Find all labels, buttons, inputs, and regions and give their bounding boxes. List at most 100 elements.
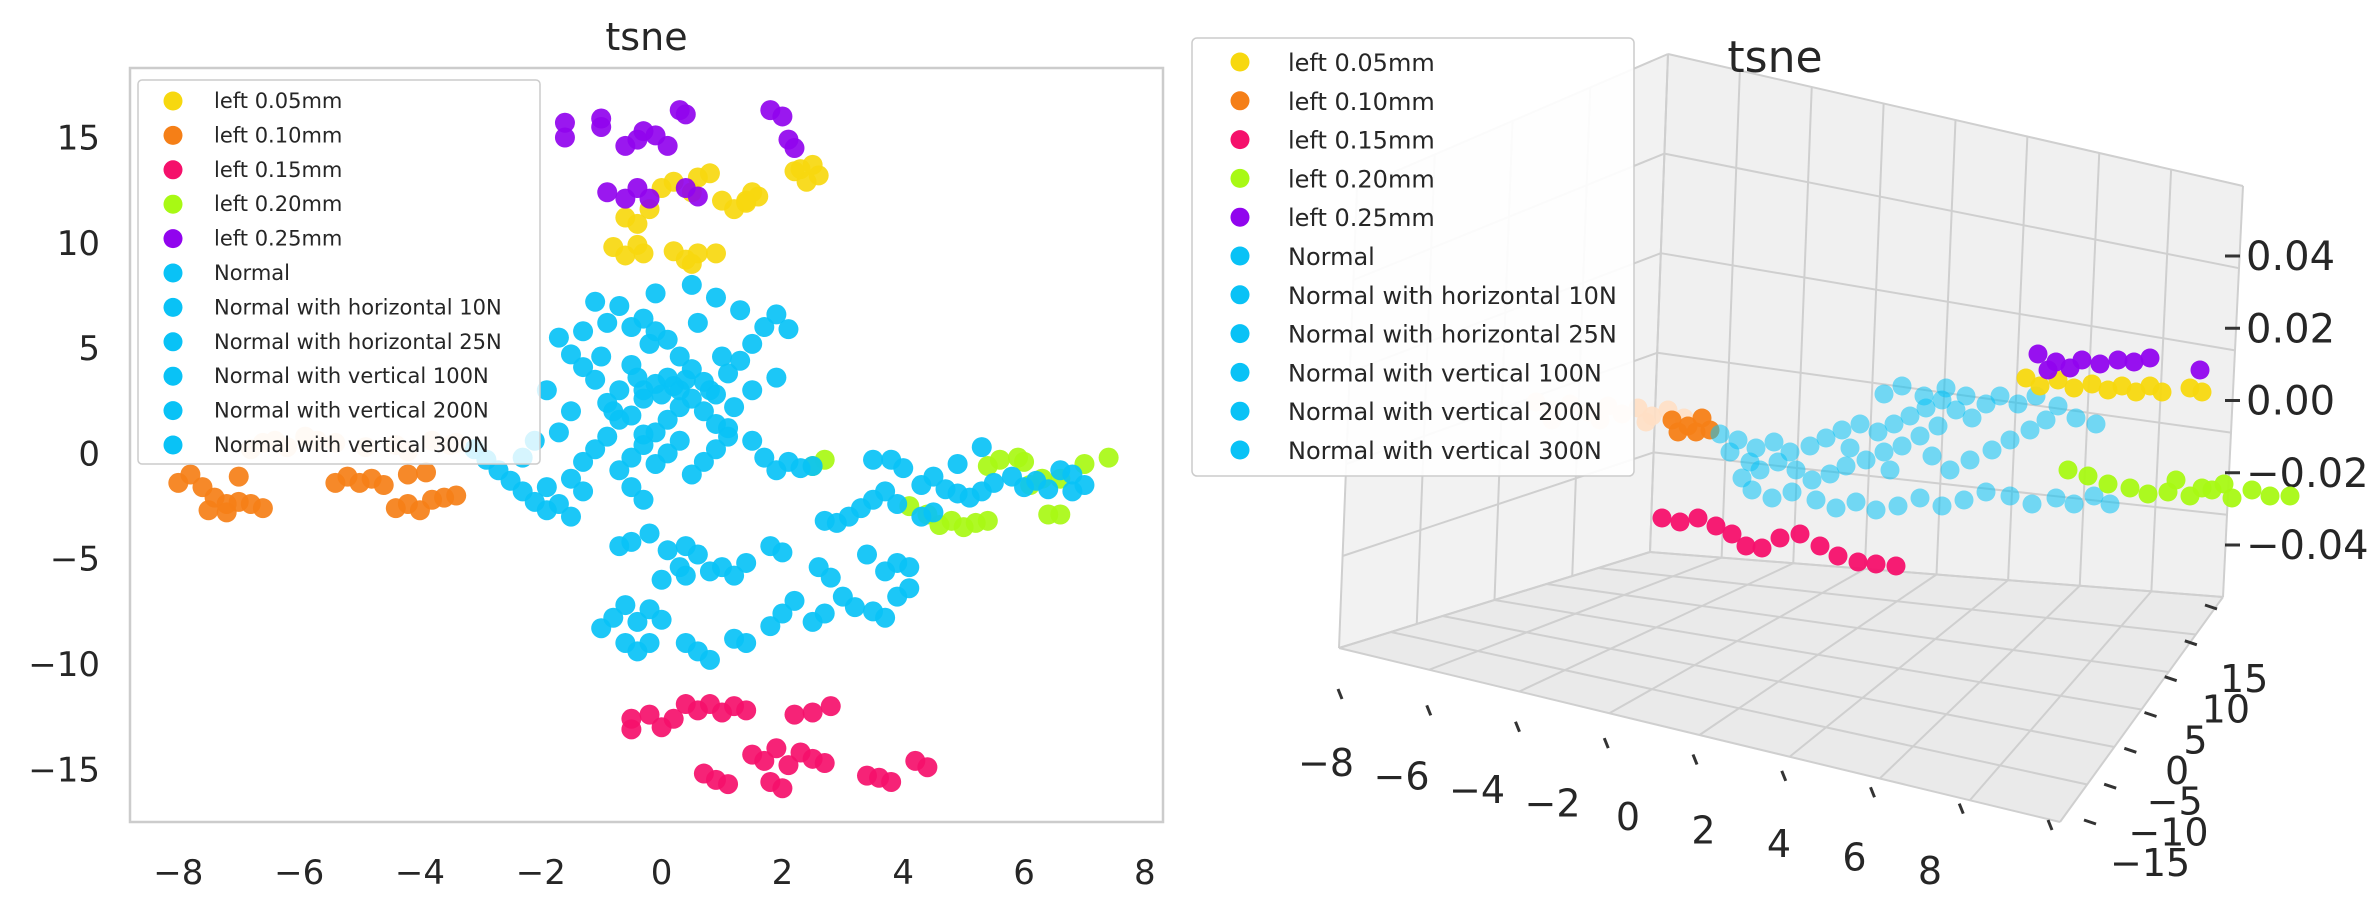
- data-point: [766, 304, 787, 325]
- data-point: [2222, 488, 2242, 508]
- data-point: [699, 163, 720, 184]
- grid-line: [1442, 615, 2115, 748]
- grid-line: [1660, 252, 2236, 352]
- data-point: [1840, 438, 1860, 458]
- data-point: [856, 544, 877, 565]
- data-point: [772, 106, 793, 127]
- data-point: [875, 607, 896, 628]
- legend-label: Normal with horizontal 10N: [1288, 282, 1617, 310]
- data-point: [1038, 479, 1059, 500]
- data-point: [2072, 350, 2092, 370]
- data-point: [754, 750, 775, 771]
- data-point: [2280, 486, 2300, 506]
- data-point: [899, 578, 920, 599]
- legend-label: left 0.20mm: [214, 192, 342, 216]
- data-point: [657, 409, 678, 430]
- y-tick: [2144, 711, 2157, 718]
- data-point: [730, 300, 751, 321]
- data-point: [609, 380, 630, 401]
- grid-line: [2078, 152, 2101, 586]
- y-tick-label: 5: [78, 329, 100, 369]
- legend: left 0.05mm left 0.10mm left 0.15mm left 0.…: [137, 79, 541, 465]
- series-points: [621, 694, 938, 799]
- data-point: [585, 369, 606, 390]
- data-point: [621, 477, 642, 498]
- data-point: [1886, 556, 1906, 576]
- data-point: [1910, 488, 1930, 508]
- data-point: [615, 595, 636, 616]
- grid-line: [1649, 53, 1669, 553]
- legend-label: Normal with vertical 100N: [1288, 359, 1602, 387]
- data-point: [687, 186, 708, 207]
- data-point: [1764, 432, 1784, 452]
- x-tick-label: 2: [1691, 809, 1715, 853]
- projected-points: [2028, 344, 2210, 380]
- data-point: [1802, 470, 1822, 490]
- data-point: [1038, 504, 1059, 525]
- x-tick-label: 6: [1842, 836, 1866, 880]
- data-point: [573, 481, 594, 502]
- data-point: [1826, 498, 1846, 518]
- projected-points: [1710, 376, 2120, 520]
- data-point: [1868, 422, 1888, 442]
- data-point: [1900, 406, 1920, 426]
- data-point: [681, 274, 702, 295]
- x-tick-label: −2: [1524, 782, 1580, 826]
- data-point: [627, 367, 648, 388]
- data-point: [560, 344, 581, 365]
- data-point: [893, 458, 914, 479]
- data-point: [554, 127, 575, 148]
- data-point: [1892, 376, 1912, 396]
- data-point: [573, 451, 594, 472]
- data-point: [609, 295, 630, 316]
- data-point: [1884, 414, 1904, 434]
- data-point: [573, 357, 594, 378]
- data-point: [663, 708, 684, 729]
- data-point: [2192, 382, 2212, 402]
- data-point: [681, 253, 702, 274]
- data-point: [2124, 352, 2144, 372]
- projected-points: [2058, 460, 2300, 508]
- x-tick-label: 6: [1013, 853, 1035, 893]
- data-point: [1652, 508, 1672, 528]
- data-point: [416, 462, 437, 483]
- legend-marker: [163, 160, 183, 180]
- data-point: [2022, 494, 2042, 514]
- data-point: [772, 778, 793, 799]
- y-tick: [2083, 818, 2097, 826]
- data-point: [639, 704, 660, 725]
- legend-label: Normal with horizontal 25N: [214, 330, 502, 354]
- legend-label: left 0.25mm: [1288, 204, 1435, 232]
- data-point: [657, 443, 678, 464]
- data-point: [1850, 414, 1870, 434]
- data-point: [1832, 420, 1852, 440]
- x-tick-label: −6: [1373, 755, 1429, 799]
- legend: left 0.05mm left 0.10mm left 0.15mm left 0.…: [1191, 37, 1635, 477]
- legend-marker: [163, 366, 183, 386]
- data-point: [675, 565, 696, 586]
- data-point: [1816, 428, 1836, 448]
- data-point: [1062, 481, 1083, 502]
- data-point: [669, 430, 690, 451]
- data-point: [1810, 536, 1830, 556]
- data-point: [1762, 488, 1782, 508]
- data-point: [1836, 456, 1856, 476]
- data-point: [754, 447, 775, 468]
- data-point: [2152, 382, 2172, 402]
- grid-line: [2007, 136, 2029, 581]
- data-point: [1954, 490, 1974, 510]
- x-tick: [1957, 803, 1965, 815]
- data-point: [639, 523, 660, 544]
- tsne-2d-chart: tsne −8 −6 −4 −2 0 2 4 6 8 −15 −10 −5 0 5 10 15 left 0.05…: [0, 0, 1180, 909]
- data-point: [2090, 354, 2110, 374]
- data-point: [1768, 452, 1788, 472]
- grid-line: [1649, 551, 2224, 598]
- data-point: [989, 449, 1010, 470]
- data-point: [633, 489, 654, 510]
- legend-label: left 0.15mm: [1288, 127, 1435, 155]
- chart-title: tsne: [605, 15, 687, 59]
- data-point: [1770, 528, 1790, 548]
- data-point: [1976, 482, 1996, 502]
- data-point: [971, 437, 992, 458]
- data-point: [844, 597, 865, 618]
